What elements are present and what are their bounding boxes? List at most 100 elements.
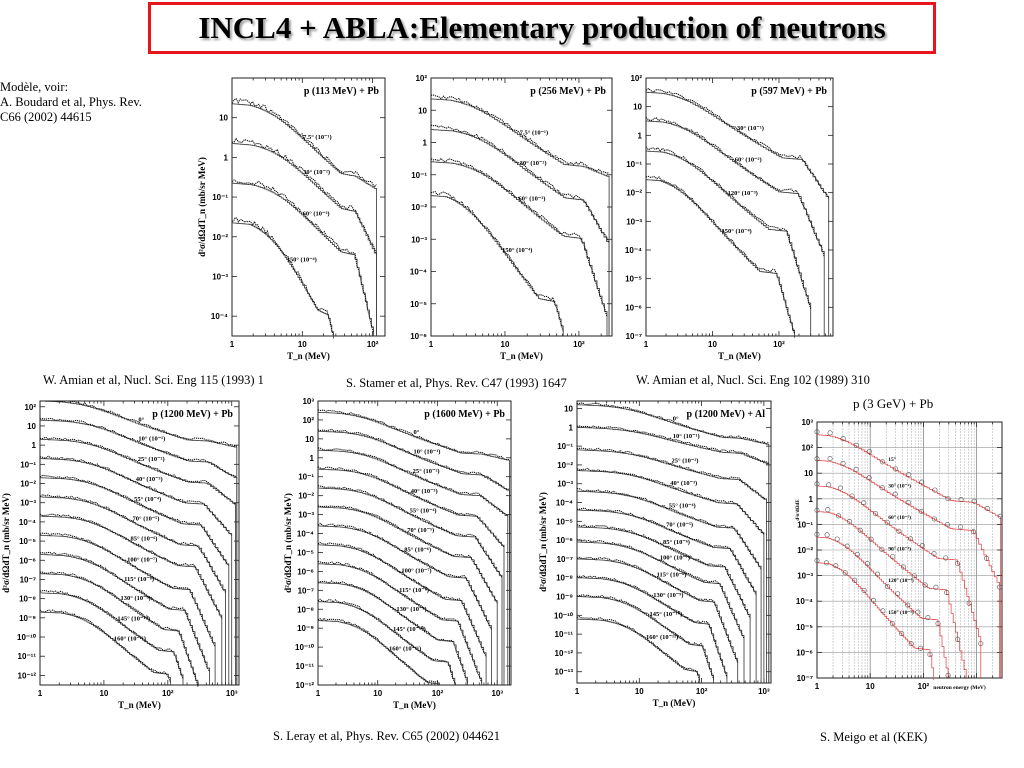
model-curve — [232, 143, 377, 336]
data-curve — [576, 539, 745, 639]
x-tick-label: 1 — [230, 340, 235, 349]
y-tick-label: 10⁻² — [20, 480, 36, 489]
x-tick-label: 10 — [635, 687, 644, 696]
plot-title: p (1200 MeV) + Al — [687, 409, 766, 420]
y-tick-label: 10⁻⁹ — [19, 614, 36, 623]
model-curve — [431, 98, 610, 336]
x-axis-label: T_n (MeV) — [718, 351, 761, 361]
data-point — [853, 466, 859, 472]
data-point — [915, 609, 921, 615]
data-point — [984, 506, 990, 512]
series-label: 0° — [414, 429, 420, 436]
data-point — [966, 600, 972, 606]
data-point — [900, 564, 906, 570]
data-curve — [317, 409, 510, 461]
series-label: 55° (10⁻⁴) — [410, 508, 437, 515]
data-curve — [231, 216, 334, 336]
series-label: 60° (10⁻³) — [519, 196, 546, 203]
series-label: 115° (10⁻⁸) — [124, 576, 154, 583]
data-curve — [317, 560, 483, 683]
y-tick-label: 10⁻² — [411, 203, 427, 212]
series-label: 40° (10⁻³) — [136, 476, 163, 483]
y-tick-label: 10⁻¹³ — [555, 668, 574, 677]
x-tick-label: 1 — [644, 340, 649, 349]
y-tick-label: 10⁻³ — [20, 499, 36, 508]
x-tick-label: 10 — [99, 689, 108, 698]
series-label: 10° (10⁻¹) — [414, 448, 441, 455]
x-tick-label: 10² — [696, 687, 708, 696]
plot-p113-pb: 1 10 10² 10 1 10⁻¹ 10⁻² 10⁻³ 10⁻⁴ p (113 MeV) + P… — [196, 72, 401, 364]
series-label: 85° (10⁻⁶) — [663, 539, 690, 546]
data-point — [997, 584, 1003, 590]
model-curve — [40, 515, 223, 685]
y-tick-label: 10⁻⁶ — [796, 648, 813, 657]
data-point — [905, 602, 911, 608]
data-curve — [317, 505, 498, 604]
series-label: 30° (10⁻¹) — [888, 483, 911, 490]
model-curve — [577, 526, 751, 683]
y-tick-label: 1 — [310, 454, 315, 463]
data-point — [879, 485, 885, 491]
y-tick-label: 10⁻⁶ — [19, 556, 36, 565]
note-line: Modèle, voir: — [0, 80, 69, 94]
series-label: 160° (10⁻¹¹) — [389, 645, 421, 652]
y-tick-label: 1 — [638, 131, 643, 140]
model-curve — [646, 91, 830, 336]
y-tick-label: 10⁻¹² — [555, 649, 574, 658]
data-point — [844, 543, 850, 549]
data-curve — [645, 175, 796, 335]
data-point — [868, 536, 874, 542]
y-tick-label: 10⁻⁶ — [625, 303, 642, 312]
y-tick-label: 10⁻¹ — [212, 193, 228, 202]
data-point — [814, 456, 820, 462]
series-label: 70° (10⁻⁵) — [666, 522, 693, 529]
data-curve — [317, 541, 487, 657]
data-point — [890, 554, 896, 560]
data-curve — [231, 137, 377, 255]
data-curve — [39, 455, 233, 536]
x-tick-label: 10 — [501, 340, 510, 349]
note-line: C66 (2002) 44615 — [0, 110, 92, 124]
series-label: 120° (10⁻⁴) — [888, 577, 914, 584]
y-tick-label: 10⁻⁴ — [796, 597, 813, 606]
data-point — [879, 546, 885, 552]
data-curve — [576, 402, 770, 445]
series-label: 30° (10⁻¹) — [737, 125, 764, 132]
data-point — [873, 511, 879, 517]
data-point — [861, 500, 867, 506]
series-label: 145° (10⁻¹⁰) — [650, 610, 683, 618]
model-curve — [817, 460, 1000, 678]
data-point — [892, 491, 898, 497]
y-tick-label: 10⁻⁵ — [19, 537, 36, 546]
x-axis-label: T_n (MeV) — [500, 351, 543, 361]
data-curve — [576, 425, 770, 464]
y-tick-label: 10⁻⁵ — [556, 517, 573, 526]
data-point — [864, 561, 870, 567]
data-point — [880, 459, 886, 465]
y-tick-label: 10⁻⁷ — [626, 332, 642, 341]
series-label: 90° (10⁻³) — [888, 545, 911, 552]
data-point — [905, 499, 911, 505]
data-point — [842, 570, 848, 576]
data-point — [825, 507, 831, 513]
data-point — [935, 621, 941, 627]
data-curve — [231, 179, 375, 333]
plot-title: p (256 MeV) + Pb — [530, 86, 606, 97]
series-label: 55° (10⁻⁴) — [669, 502, 696, 509]
model-curve — [577, 577, 728, 683]
model-curve — [646, 150, 812, 336]
y-tick-label: 10⁻⁹ — [556, 593, 573, 602]
series-label: 115° (10⁻⁸) — [657, 572, 687, 579]
x-tick-label: 10² — [432, 689, 444, 698]
data-point — [997, 513, 1003, 519]
x-tick-label: 10³ — [491, 689, 503, 698]
y-tick-label: 10⁻² — [797, 546, 813, 555]
series-label: 150° (10⁻⁴) — [502, 247, 532, 254]
data-point — [933, 584, 939, 590]
data-point — [861, 588, 867, 594]
y-tick-label: 10⁻⁴ — [625, 246, 642, 255]
x-tick-label: 10² — [162, 689, 174, 698]
y-tick-label: 10² — [24, 403, 36, 412]
data-point — [854, 551, 860, 557]
data-point — [836, 513, 842, 519]
